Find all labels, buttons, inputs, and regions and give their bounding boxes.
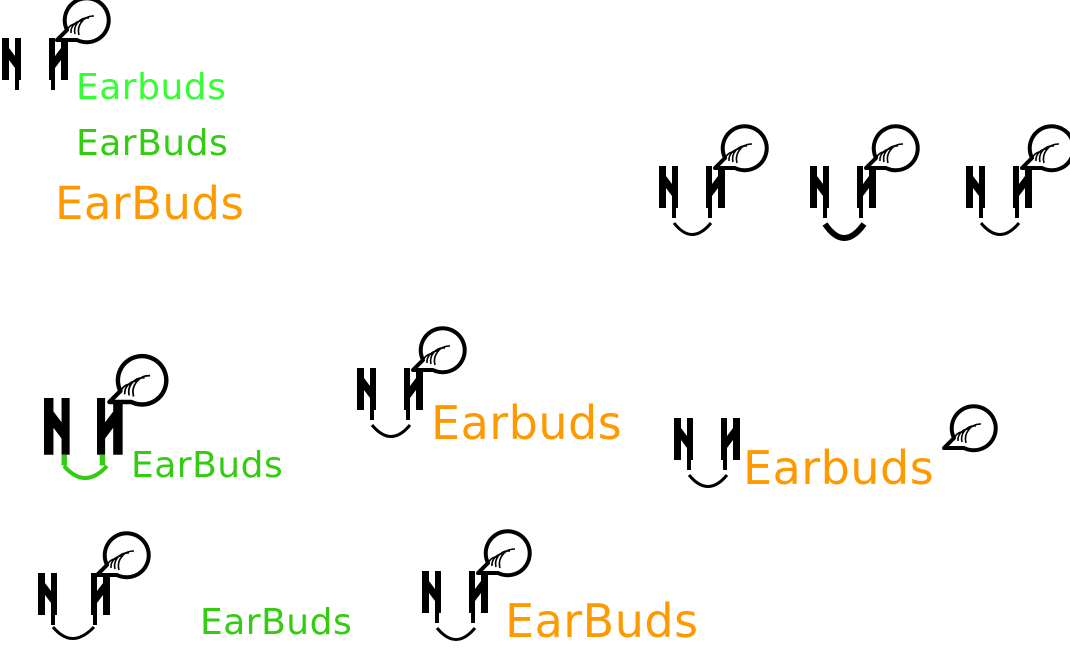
earbuds-smile-icon: [38, 531, 151, 640]
earbuds-smile-icon: [659, 124, 769, 236]
earbuds-logo-10: [420, 529, 532, 653]
earbuds-smile-icon: [357, 326, 467, 438]
earbuds-logo-9: [36, 531, 151, 655]
earbuds-smile-icon: [810, 124, 920, 241]
earbuds-logo-3: [808, 124, 920, 253]
sound-bubble-8: [940, 404, 998, 463]
wordmark-8: EarBuds: [505, 594, 699, 648]
wordmark-2: EarBuds: [76, 123, 229, 164]
earbuds-logo-5: [42, 358, 172, 488]
earbuds-smile-icon: [44, 358, 172, 480]
earbuds-smile-icon: [422, 529, 532, 641]
earbuds-logo-6: [355, 326, 467, 450]
earbuds-logo-4: [964, 124, 1070, 248]
wordmark-3: EarBuds: [55, 177, 245, 230]
earbuds-smile-icon: [674, 418, 740, 488]
earbuds-logo-7: [672, 418, 752, 498]
sound-waves-bubble-icon: [942, 404, 998, 453]
wordmark-4: EarBuds: [131, 445, 284, 486]
earbuds-smile-icon: [966, 124, 1070, 236]
wordmark-5: Earbuds: [431, 396, 623, 450]
earbuds-logo-2: [656, 124, 769, 248]
wordmark-1: Earbuds: [76, 67, 227, 108]
wordmark-6: Earbuds: [743, 441, 935, 495]
wordmark-7: EarBuds: [200, 602, 353, 643]
